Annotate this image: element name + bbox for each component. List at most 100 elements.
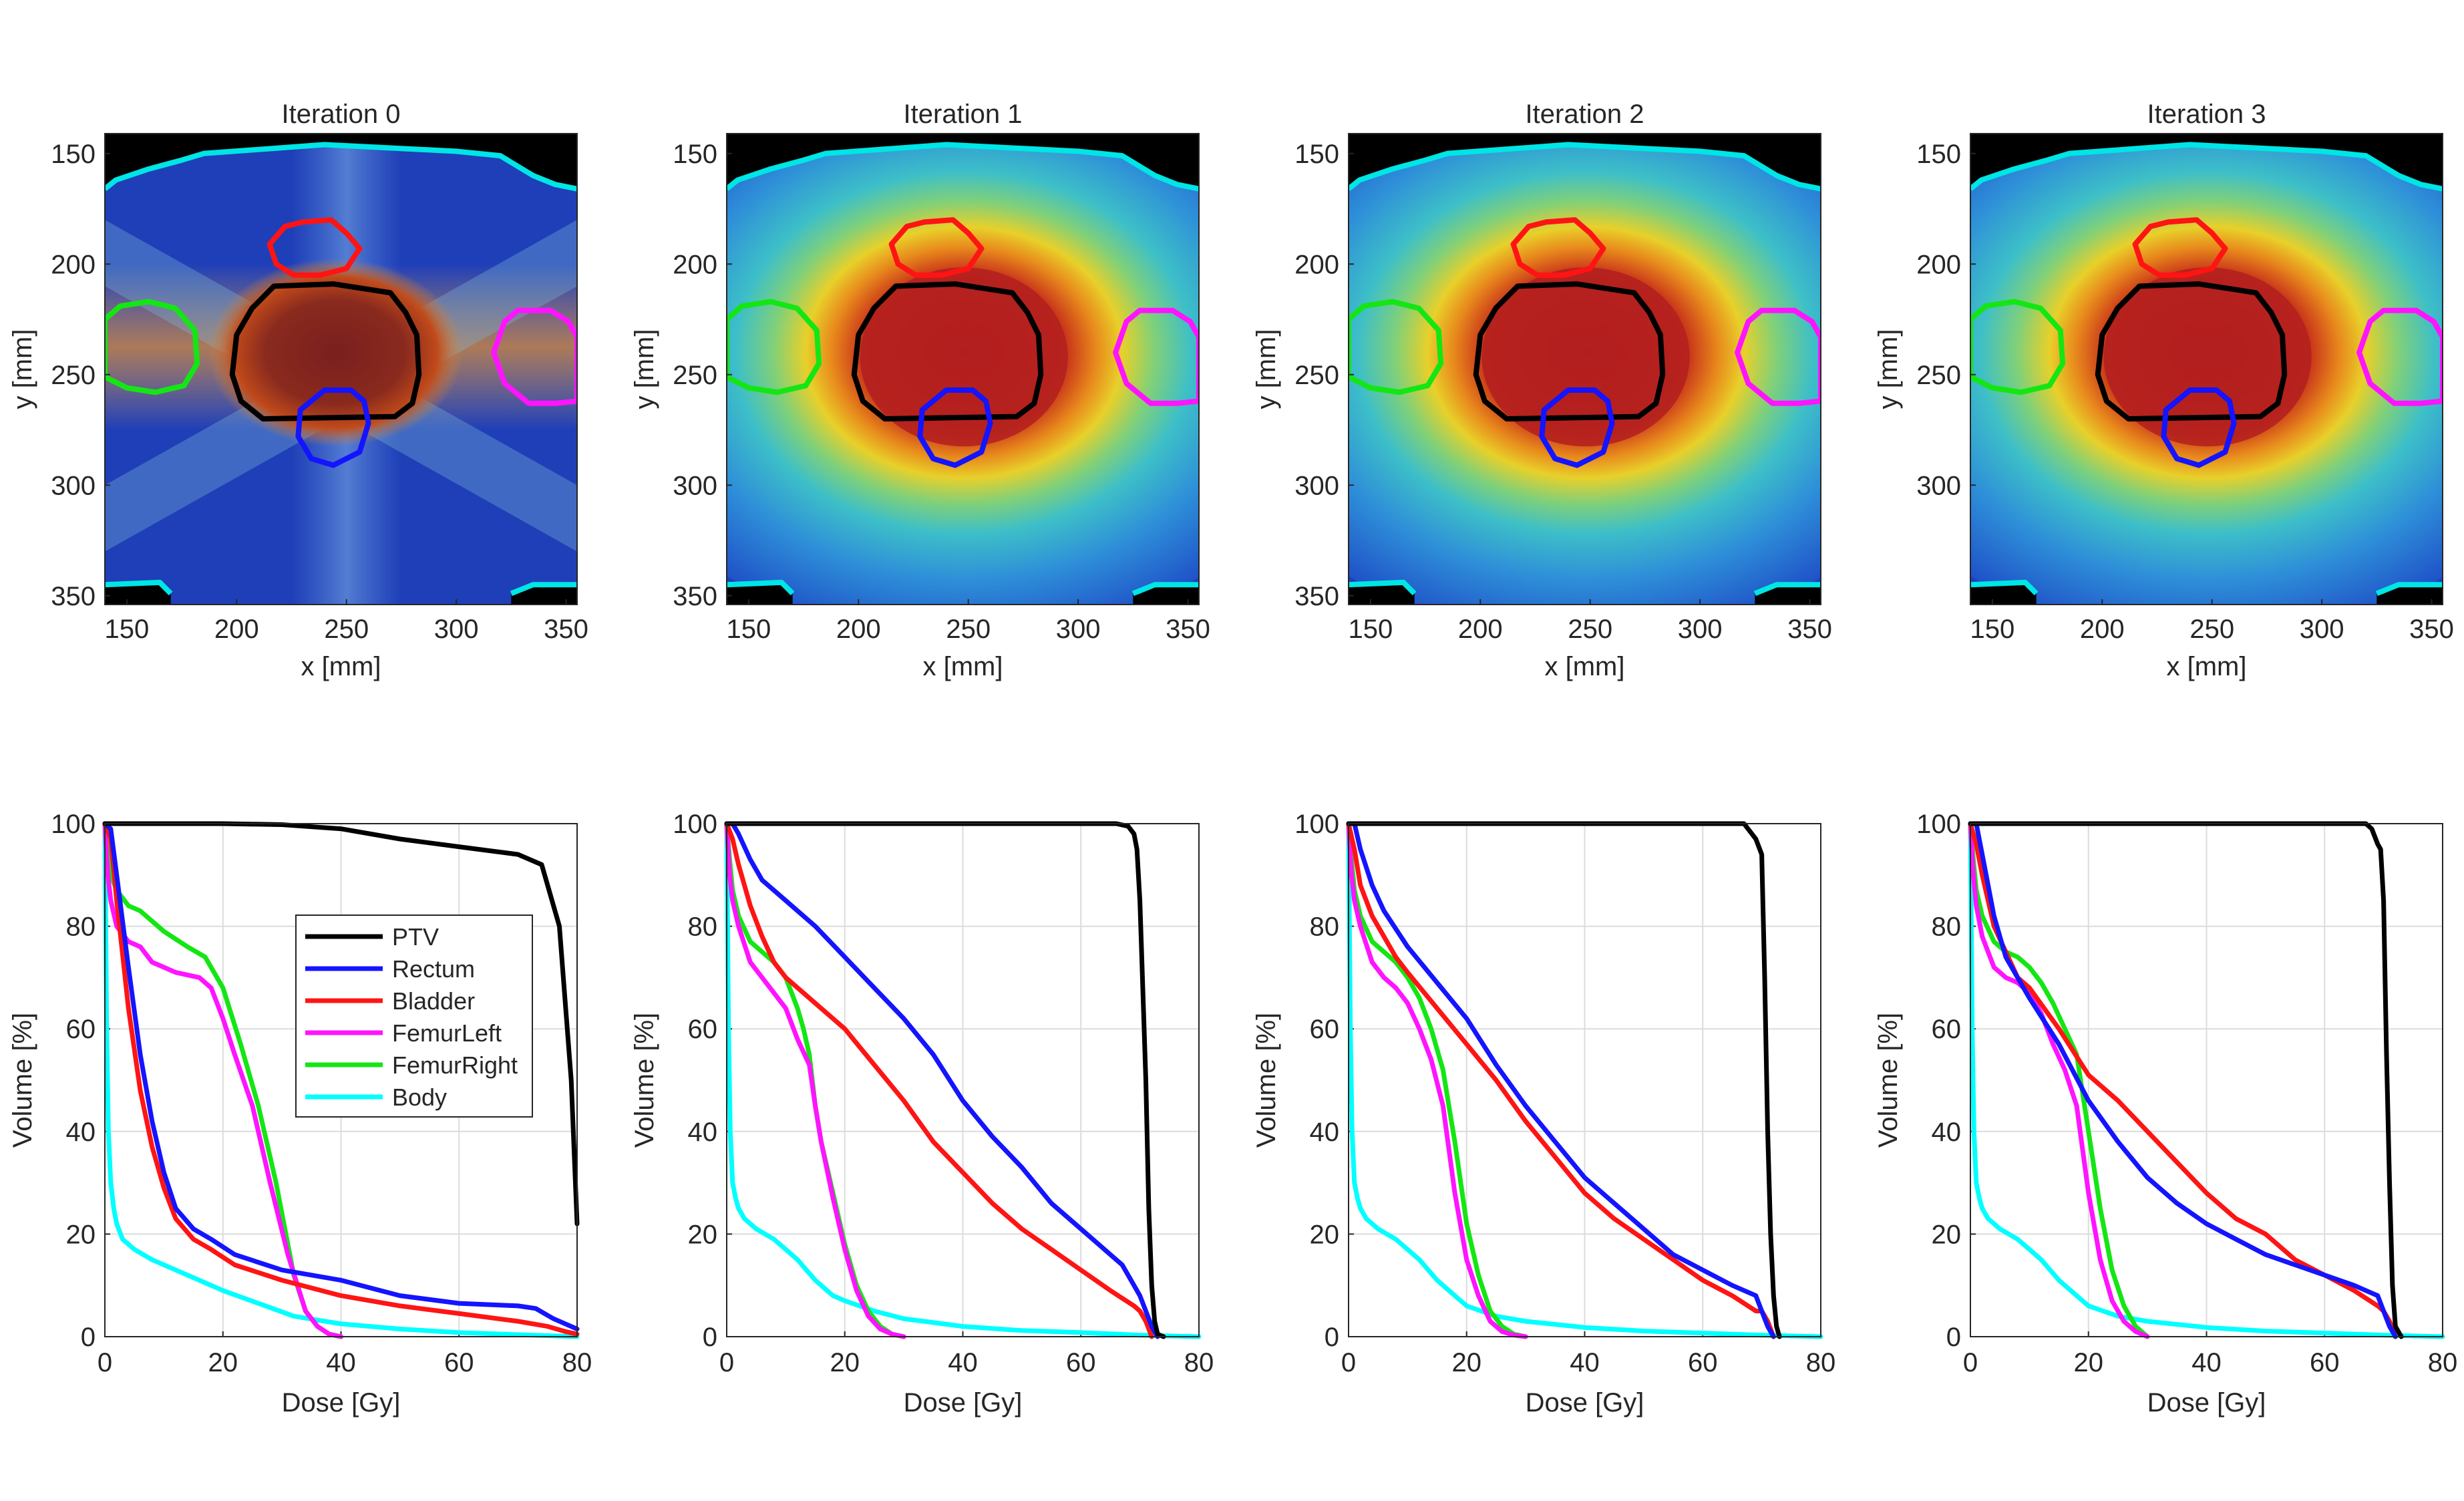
y-tick-label: 150 [51, 140, 96, 169]
x-tick-label: 350 [1166, 615, 1210, 644]
x-tick-label: 250 [1568, 615, 1612, 644]
contour-rectum [295, 387, 371, 468]
x-tick-label: 350 [544, 615, 588, 644]
contour-bladder [1510, 217, 1606, 278]
y-tick-label: 80 [1932, 912, 1962, 942]
dvh-line-femurleft [102, 821, 343, 1339]
x-axis-label: Dose [Gy] [1526, 1388, 1644, 1417]
x-tick-label: 20 [1452, 1348, 1482, 1377]
dvh-line-rectum [724, 821, 1160, 1339]
y-tick-label: 40 [688, 1118, 718, 1147]
y-tick-label: 150 [1294, 140, 1339, 169]
contour-body [727, 142, 1199, 192]
contour-bladder [888, 217, 985, 278]
x-axis-label: Dose [Gy] [904, 1388, 1023, 1417]
contour-femurright [1349, 299, 1444, 395]
y-tick-label: 40 [1310, 1118, 1340, 1147]
x-tick-label: 60 [444, 1348, 474, 1377]
y-tick-label: 200 [1916, 250, 1961, 279]
y-axis-label: Volume [%] [630, 1013, 659, 1148]
dose-map [1349, 134, 1821, 605]
contour-bladder [2132, 217, 2228, 278]
plot-title: Iteration 2 [1526, 100, 1644, 129]
panel-dose-1: Iteration 1 150 200 250 300 350 150 200 250 300 35… [630, 100, 1210, 681]
dose-map [105, 134, 577, 605]
y-tick-label: 100 [1294, 810, 1339, 839]
outside-body-top [1349, 134, 1821, 189]
y-tick-label: 20 [688, 1220, 718, 1249]
outside-body-bottom-left [1349, 582, 1415, 605]
y-axis-label: y [mm] [1252, 329, 1281, 409]
dvh-line-femurleft [724, 821, 906, 1339]
y-tick-label: 40 [1932, 1118, 1962, 1147]
y-tick-label: 60 [688, 1015, 718, 1044]
x-tick-label: 0 [1341, 1348, 1356, 1377]
panel-dose-2: Iteration 2 150 200 250 300 350 150 200 250 300 35… [1252, 100, 1832, 681]
contour-femurleft [491, 307, 577, 406]
x-tick-label: 300 [1056, 615, 1101, 644]
plot-frame [104, 133, 578, 605]
dvh-line-femurright [1968, 821, 2150, 1339]
y-tick-label: 60 [1932, 1015, 1962, 1044]
x-tick-label: 20 [2074, 1348, 2104, 1377]
outside-body-top [727, 134, 1199, 189]
plot-title: Iteration 1 [904, 100, 1023, 129]
legend-label-body: Body [392, 1083, 447, 1111]
y-tick-label: 150 [673, 140, 717, 169]
x-tick-label: 150 [105, 615, 150, 644]
y-tick-label: 80 [1310, 912, 1340, 942]
contour-body-bottom [727, 579, 795, 596]
plot-frame [726, 133, 1200, 605]
y-tick-label: 300 [1916, 471, 1961, 500]
panel-dose-0: Iteration 0 150 200 250 300 350 150 200 250 300 35… [8, 100, 588, 681]
contour-body [1970, 142, 2443, 192]
contour-femurright [727, 299, 822, 395]
y-tick-label: 80 [688, 912, 718, 942]
y-tick-label: 0 [1325, 1323, 1339, 1352]
plot-frame [1970, 823, 2443, 1337]
x-tick-label: 80 [562, 1348, 592, 1377]
target-dose-core [2103, 267, 2312, 447]
y-tick-label: 350 [1294, 582, 1339, 611]
y-axis-label: Volume [%] [1252, 1013, 1281, 1148]
contour-body-bottom [1970, 579, 2039, 596]
x-tick-label: 0 [98, 1348, 112, 1377]
x-tick-label: 80 [1184, 1348, 1214, 1377]
plot-frame [104, 823, 578, 1337]
y-tick-label: 80 [66, 912, 96, 942]
panel-dvh-2: 0 20 40 60 80 0 20 40 60 80 100 Dose [Gy] Volume [%] [1252, 810, 1835, 1417]
contour-femurright [1970, 299, 2066, 395]
dvh-line-rectum [1968, 821, 2398, 1339]
x-tick-label: 20 [208, 1348, 238, 1377]
contour-body-bottom-r [2375, 582, 2443, 597]
legend-label-rectum: Rectum [392, 955, 475, 983]
x-tick-label: 60 [1066, 1348, 1096, 1377]
contour-rectum [917, 387, 993, 468]
legend-label-femurright: FemurRight [392, 1051, 518, 1079]
y-axis-label: y [mm] [1874, 329, 1903, 409]
contour-femurleft [2356, 307, 2443, 406]
x-tick-label: 350 [1787, 615, 1832, 644]
x-tick-label: 40 [326, 1348, 356, 1377]
x-tick-label: 200 [2080, 615, 2125, 644]
x-axis-label: Dose [Gy] [282, 1388, 401, 1417]
plot-frame [1348, 823, 1821, 1337]
contour-rectum [2161, 387, 2237, 468]
y-tick-label: 60 [1310, 1015, 1340, 1044]
contour-body [1349, 142, 1821, 192]
x-tick-label: 0 [1963, 1348, 1978, 1377]
x-tick-label: 80 [1806, 1348, 1836, 1377]
y-tick-label: 250 [51, 361, 96, 390]
y-tick-label: 0 [81, 1323, 96, 1352]
y-axis-label: Volume [%] [8, 1013, 37, 1148]
contour-body [105, 142, 577, 192]
x-tick-label: 300 [1678, 615, 1723, 644]
x-tick-label: 250 [2189, 615, 2234, 644]
contour-femurleft [1735, 307, 1821, 406]
dvh-line-body [1346, 821, 1823, 1339]
legend-label-ptv: PTV [392, 923, 439, 951]
plot-frame [1348, 133, 1821, 605]
x-tick-label: 60 [1688, 1348, 1718, 1377]
contour-body-bottom [1349, 579, 1417, 596]
